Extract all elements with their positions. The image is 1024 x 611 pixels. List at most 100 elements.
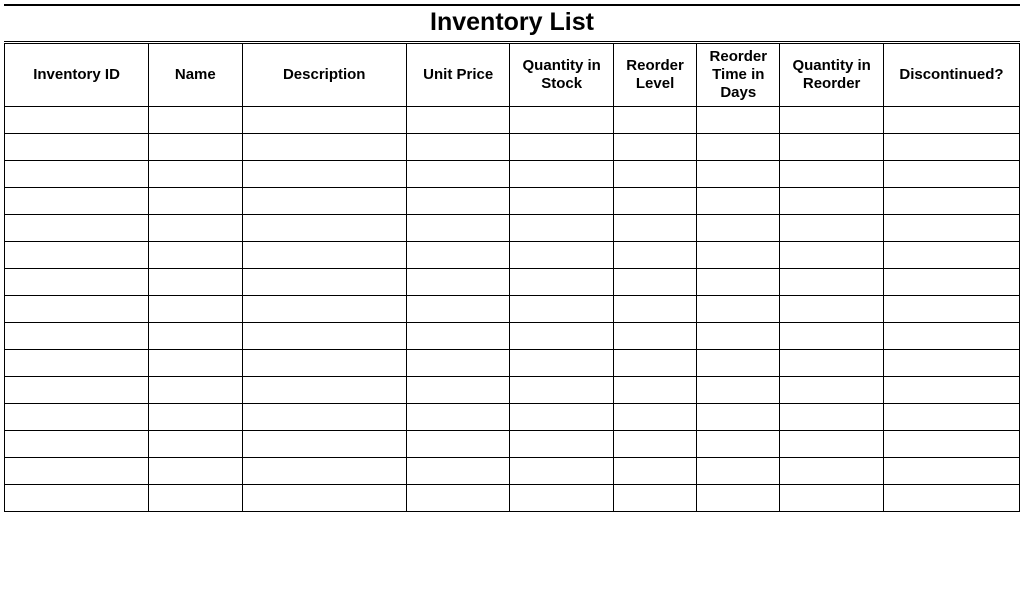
table-cell[interactable] <box>883 404 1019 431</box>
table-cell[interactable] <box>406 242 510 269</box>
table-cell[interactable] <box>613 485 696 512</box>
table-cell[interactable] <box>883 458 1019 485</box>
table-cell[interactable] <box>510 107 614 134</box>
table-cell[interactable] <box>883 269 1019 296</box>
table-cell[interactable] <box>883 485 1019 512</box>
table-cell[interactable] <box>406 107 510 134</box>
table-cell[interactable] <box>883 350 1019 377</box>
table-cell[interactable] <box>780 188 884 215</box>
table-cell[interactable] <box>883 134 1019 161</box>
table-cell[interactable] <box>242 458 406 485</box>
table-cell[interactable] <box>242 377 406 404</box>
table-cell[interactable] <box>5 242 149 269</box>
table-cell[interactable] <box>242 323 406 350</box>
table-cell[interactable] <box>780 377 884 404</box>
table-cell[interactable] <box>406 431 510 458</box>
table-cell[interactable] <box>613 431 696 458</box>
table-cell[interactable] <box>613 404 696 431</box>
table-cell[interactable] <box>242 269 406 296</box>
table-cell[interactable] <box>242 215 406 242</box>
table-cell[interactable] <box>510 404 614 431</box>
table-cell[interactable] <box>5 215 149 242</box>
table-cell[interactable] <box>5 188 149 215</box>
table-cell[interactable] <box>149 242 242 269</box>
table-cell[interactable] <box>780 458 884 485</box>
table-cell[interactable] <box>149 485 242 512</box>
table-cell[interactable] <box>697 269 780 296</box>
table-cell[interactable] <box>242 431 406 458</box>
table-cell[interactable] <box>149 161 242 188</box>
table-cell[interactable] <box>883 242 1019 269</box>
table-cell[interactable] <box>149 404 242 431</box>
table-cell[interactable] <box>406 134 510 161</box>
table-cell[interactable] <box>5 485 149 512</box>
table-cell[interactable] <box>883 107 1019 134</box>
table-cell[interactable] <box>780 215 884 242</box>
table-cell[interactable] <box>149 107 242 134</box>
table-cell[interactable] <box>883 377 1019 404</box>
table-cell[interactable] <box>613 215 696 242</box>
table-cell[interactable] <box>5 458 149 485</box>
table-cell[interactable] <box>149 269 242 296</box>
table-cell[interactable] <box>510 377 614 404</box>
table-cell[interactable] <box>510 296 614 323</box>
table-cell[interactable] <box>780 431 884 458</box>
table-cell[interactable] <box>242 242 406 269</box>
table-cell[interactable] <box>697 215 780 242</box>
table-cell[interactable] <box>613 350 696 377</box>
table-cell[interactable] <box>406 404 510 431</box>
table-cell[interactable] <box>5 296 149 323</box>
table-cell[interactable] <box>510 134 614 161</box>
table-cell[interactable] <box>613 161 696 188</box>
table-cell[interactable] <box>510 485 614 512</box>
table-cell[interactable] <box>883 431 1019 458</box>
table-cell[interactable] <box>406 377 510 404</box>
table-cell[interactable] <box>406 350 510 377</box>
table-cell[interactable] <box>697 242 780 269</box>
table-cell[interactable] <box>406 215 510 242</box>
table-cell[interactable] <box>697 134 780 161</box>
table-cell[interactable] <box>883 296 1019 323</box>
table-cell[interactable] <box>5 431 149 458</box>
table-cell[interactable] <box>780 296 884 323</box>
table-cell[interactable] <box>613 458 696 485</box>
table-cell[interactable] <box>510 431 614 458</box>
table-cell[interactable] <box>780 161 884 188</box>
table-cell[interactable] <box>510 350 614 377</box>
table-cell[interactable] <box>883 161 1019 188</box>
table-cell[interactable] <box>697 323 780 350</box>
table-cell[interactable] <box>780 242 884 269</box>
table-cell[interactable] <box>780 134 884 161</box>
table-cell[interactable] <box>697 107 780 134</box>
table-cell[interactable] <box>883 188 1019 215</box>
table-cell[interactable] <box>406 296 510 323</box>
table-cell[interactable] <box>697 404 780 431</box>
table-cell[interactable] <box>780 323 884 350</box>
table-cell[interactable] <box>149 323 242 350</box>
table-cell[interactable] <box>242 161 406 188</box>
table-cell[interactable] <box>149 377 242 404</box>
table-cell[interactable] <box>5 350 149 377</box>
table-cell[interactable] <box>149 350 242 377</box>
table-cell[interactable] <box>5 107 149 134</box>
table-cell[interactable] <box>510 215 614 242</box>
table-cell[interactable] <box>149 431 242 458</box>
table-cell[interactable] <box>406 188 510 215</box>
table-cell[interactable] <box>613 107 696 134</box>
table-cell[interactable] <box>5 323 149 350</box>
table-cell[interactable] <box>242 404 406 431</box>
table-cell[interactable] <box>780 107 884 134</box>
table-cell[interactable] <box>613 188 696 215</box>
table-cell[interactable] <box>883 215 1019 242</box>
table-cell[interactable] <box>149 458 242 485</box>
table-cell[interactable] <box>780 404 884 431</box>
table-cell[interactable] <box>780 350 884 377</box>
table-cell[interactable] <box>697 350 780 377</box>
table-cell[interactable] <box>242 107 406 134</box>
table-cell[interactable] <box>613 323 696 350</box>
table-cell[interactable] <box>510 458 614 485</box>
table-cell[interactable] <box>149 215 242 242</box>
table-cell[interactable] <box>406 161 510 188</box>
table-cell[interactable] <box>613 296 696 323</box>
table-cell[interactable] <box>510 269 614 296</box>
